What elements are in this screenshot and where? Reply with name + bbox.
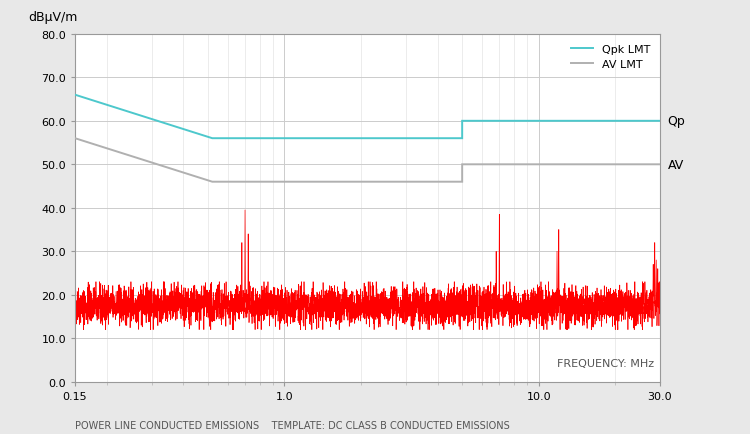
Text: POWER LINE CONDUCTED EMISSIONS    TEMPLATE: DC CLASS B CONDUCTED EMISSIONS: POWER LINE CONDUCTED EMISSIONS TEMPLATE:… bbox=[75, 420, 510, 430]
Text: FREQUENCY: MHz: FREQUENCY: MHz bbox=[557, 358, 654, 368]
Legend: Qpk LMT, AV LMT: Qpk LMT, AV LMT bbox=[566, 40, 655, 75]
Text: Qp: Qp bbox=[668, 115, 686, 128]
Text: AV: AV bbox=[668, 158, 684, 171]
Text: dBμV/m: dBμV/m bbox=[28, 11, 77, 24]
